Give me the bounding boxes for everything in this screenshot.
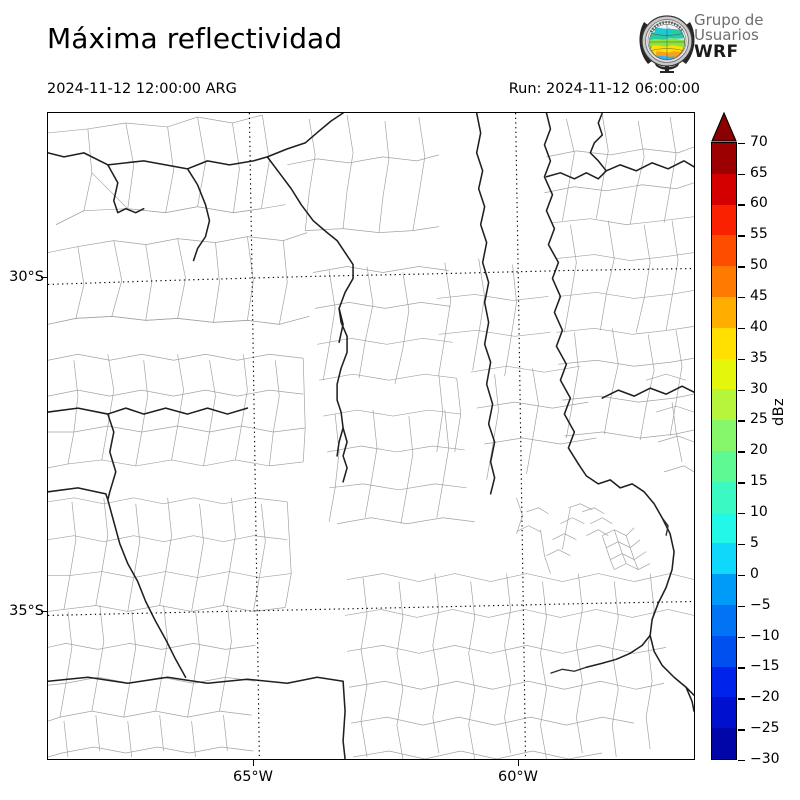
colorbar-band [712,420,736,451]
colorbar-tick-label: 50 [750,257,768,274]
colorbar-unit-label: dBz [771,398,787,426]
colorbar-tick-label: 70 [750,133,768,150]
colorbar-band [712,358,736,390]
colorbar-tick-label: −20 [750,689,780,706]
xlabel-65w: 65°W [232,769,274,785]
colorbar-band [712,481,736,513]
colorbar-tick-label: −10 [750,627,780,644]
colorbar-tick [738,420,745,422]
colorbar-tick-label: 15 [750,473,768,490]
logo-block: Grupo de Usuarios WRF [636,12,800,74]
colorbar-tick [738,235,745,237]
colorbar-tick [738,204,745,206]
colorbar-tick [738,327,745,330]
colorbar-band [712,543,736,575]
colorbar-tick [738,358,745,361]
colorbar-bands [711,142,737,760]
logo-line-3: WRF [694,41,739,62]
colorbar-tick-label: 25 [750,411,768,428]
ylabel-30s: 30°S [9,269,44,285]
colorbar-band [712,389,736,421]
department-borders-layer [48,114,694,759]
valid-time-label: 2024-11-12 12:00:00 ARG [47,81,237,97]
colorbar-band [712,235,736,267]
colorbar-tick-label: 55 [750,226,768,243]
colorbar-tick [738,389,745,391]
run-time-label: Run: 2024-11-12 06:00:00 [508,81,700,97]
colorbar-band [712,143,736,174]
colorbar-band [712,173,736,205]
map-geography [48,113,694,759]
colorbar-tick [738,266,745,268]
colorbar-tick-label: 60 [750,195,768,212]
colorbar-band [712,296,736,328]
coastline-layer [550,517,669,674]
colorbar-tick [738,698,745,700]
colorbar-tick-label: 40 [750,318,768,335]
xtick-60w [518,760,520,766]
colorbar-tick-label: 20 [750,442,768,459]
colorbar-band [712,512,736,544]
colorbar-band [712,574,736,605]
colorbar-tick-label: 10 [750,504,768,521]
map-plot-area[interactable] [47,112,695,760]
colorbar-tick-label: 45 [750,288,768,305]
colorbar-tick-label: −15 [750,658,780,675]
province-borders-layer [48,113,694,759]
colorbar-band [712,266,736,297]
colorbar-tick [738,513,745,515]
logo-line-2: Usuarios [694,26,759,45]
colorbar-tick [738,667,745,669]
page-title: Máxima reflectividad [47,22,343,55]
colorbar-tick-label: 30 [750,380,768,397]
ytick-35s [41,611,47,613]
colorbar-band [712,697,736,729]
wrf-user-group-globe-seal-icon [639,15,695,73]
colorbar [711,112,737,762]
colorbar-tick [738,173,745,175]
colorbar-tick [738,729,745,731]
colorbar-tick-label: 35 [750,349,768,366]
colorbar-band [712,327,736,359]
colorbar-band [712,635,736,667]
logo-line-1: Grupo de [694,11,764,29]
colorbar-tick-label: 0 [750,565,759,582]
colorbar-tick [738,605,745,608]
xlabel-60w: 60°W [497,769,539,785]
colorbar-tick [738,636,745,638]
colorbar-tick [738,574,745,577]
ylabel-35s: 35°S [9,603,44,619]
xtick-65w [253,760,255,766]
graticule-layer [48,113,694,759]
colorbar-tick-label: −30 [750,751,780,767]
colorbar-extend-max-arrow [711,112,737,142]
colorbar-band [712,450,736,482]
colorbar-tick-label: 65 [750,164,768,181]
colorbar-band [712,728,736,759]
colorbar-band [712,666,736,698]
colorbar-tick [738,482,745,484]
ytick-30s [41,277,47,279]
colorbar-tick [738,760,745,762]
colorbar-band [712,204,736,236]
colorbar-tick-label: 5 [750,534,759,551]
colorbar-tick [738,297,745,299]
colorbar-tick [738,451,745,453]
colorbar-tick-label: −5 [750,596,771,613]
colorbar-tick-label: −25 [750,720,780,737]
logo-text: Grupo de Usuarios WRF [694,11,800,62]
colorbar-band [712,604,736,636]
colorbar-tick [738,142,745,145]
colorbar-tick [738,543,745,546]
